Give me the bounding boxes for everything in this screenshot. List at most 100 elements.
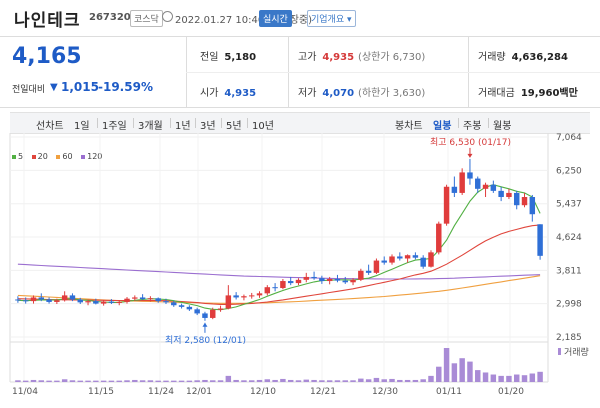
- x-tick-label: 11/04: [12, 387, 38, 397]
- x-tick-label: 12/30: [372, 387, 398, 397]
- current-price: 4,165: [12, 44, 82, 69]
- candle: [54, 300, 60, 302]
- candle: [350, 279, 356, 283]
- volume-bar: [132, 379, 138, 382]
- candle: [358, 270, 364, 280]
- volume-bar: [521, 375, 528, 382]
- volume-bar: [506, 375, 512, 382]
- volume-bar: [334, 380, 341, 382]
- candle-weekly[interactable]: 주봉: [463, 121, 482, 132]
- candle: [85, 301, 91, 303]
- high-price: 고가 4,935 (상한가 6,730): [298, 52, 426, 63]
- candle: [303, 276, 310, 280]
- candle: [171, 302, 177, 306]
- period-3y[interactable]: 3년: [200, 121, 216, 132]
- candle: [326, 278, 333, 282]
- volume-bar: [38, 380, 45, 382]
- quote-panel: 4,165 전일대비 ▼ 1,015 -19.59% 전일 5,180 고가 4,9…: [0, 36, 600, 108]
- volume-bar: [373, 377, 380, 382]
- candle-chart-label: 봉차트: [395, 121, 423, 132]
- volume-bar: [358, 378, 364, 382]
- volume-bar: [124, 380, 130, 382]
- candle-daily[interactable]: 일봉: [433, 121, 452, 132]
- candle-monthly[interactable]: 월봉: [493, 121, 512, 132]
- candle: [365, 270, 372, 273]
- volume-bar: [248, 380, 255, 382]
- prev-close: 전일 5,180: [200, 52, 257, 63]
- period-1d[interactable]: 1일: [74, 121, 90, 132]
- volume-bar: [420, 379, 426, 382]
- volume-bar: [319, 380, 325, 382]
- volume-bar: [389, 378, 395, 382]
- volume-bar: [116, 380, 122, 382]
- y-tick-label: 6,250: [556, 166, 582, 176]
- candle: [420, 257, 426, 267]
- period-toolbar: 선차트 1일 1주일 3개월 1년 3년 5년 10년 봉차트 일봉 주봉 월봉: [10, 112, 590, 134]
- period-1w[interactable]: 1주일: [102, 121, 127, 132]
- stock-code: 267320: [89, 12, 131, 23]
- candle: [155, 298, 161, 302]
- volume-bar: [256, 379, 263, 382]
- candle: [256, 293, 263, 296]
- candle: [194, 309, 200, 314]
- volume-bar: [397, 379, 403, 382]
- volume-bar: [513, 374, 520, 382]
- candle: [77, 299, 83, 303]
- candle: [248, 295, 255, 297]
- low-price: 저가 4,070 (하한가 3,630): [298, 88, 426, 99]
- company-info-button[interactable]: 기업개요 ▾: [307, 10, 356, 27]
- candle: [404, 255, 411, 259]
- clock-icon: [162, 11, 173, 22]
- change-value: 1,015: [61, 80, 99, 94]
- realtime-button[interactable]: 실시간: [259, 10, 292, 27]
- volume-bar: [61, 379, 68, 382]
- candle: [186, 306, 193, 310]
- period-5y[interactable]: 5년: [226, 121, 242, 132]
- volume-bar: [139, 380, 146, 382]
- candle: [311, 276, 317, 279]
- candle: [46, 299, 52, 302]
- volume-bar: [241, 380, 247, 382]
- volume-bar: [233, 379, 239, 382]
- legend-ma5: 5: [12, 152, 23, 161]
- volume-bar: [69, 380, 76, 382]
- volume-bar: [178, 380, 185, 382]
- candle: [30, 297, 37, 302]
- volume-bar: [30, 379, 37, 382]
- candle: [61, 295, 68, 301]
- volume: 거래량 4,636,284: [478, 52, 568, 63]
- candle: [412, 255, 419, 258]
- candle: [397, 256, 403, 259]
- x-tick-label: 11/15: [88, 387, 114, 397]
- volume-bar: [342, 380, 348, 382]
- volume-bar: [287, 379, 294, 382]
- candle: [132, 297, 138, 299]
- volume-bar: [171, 380, 177, 382]
- candle: [233, 295, 239, 298]
- period-10y[interactable]: 10년: [252, 121, 274, 132]
- candle: [381, 260, 387, 263]
- period-1y[interactable]: 1년: [175, 121, 191, 132]
- volume-bar: [529, 373, 536, 382]
- candle: [116, 301, 122, 303]
- volume-bar: [202, 379, 208, 382]
- candle: [139, 297, 146, 300]
- ma-legend: 5 20 60 120: [12, 152, 108, 161]
- volume-bar: [100, 380, 107, 382]
- legend-ma20: 20: [31, 152, 48, 161]
- candle: [124, 298, 130, 302]
- volume-bar: [163, 380, 169, 382]
- open-price: 시가 4,935: [200, 88, 257, 99]
- candle: [295, 279, 302, 284]
- period-3m[interactable]: 3개월: [138, 121, 163, 132]
- volume-bar: [210, 380, 216, 382]
- candle: [490, 184, 497, 191]
- candle: [225, 295, 232, 309]
- volume-bar: [85, 380, 91, 382]
- change-percent: -19.59%: [98, 80, 153, 94]
- legend-ma120: 120: [81, 152, 102, 161]
- candle: [451, 186, 458, 193]
- volume-bar: [280, 378, 286, 382]
- volume-bar: [467, 361, 473, 382]
